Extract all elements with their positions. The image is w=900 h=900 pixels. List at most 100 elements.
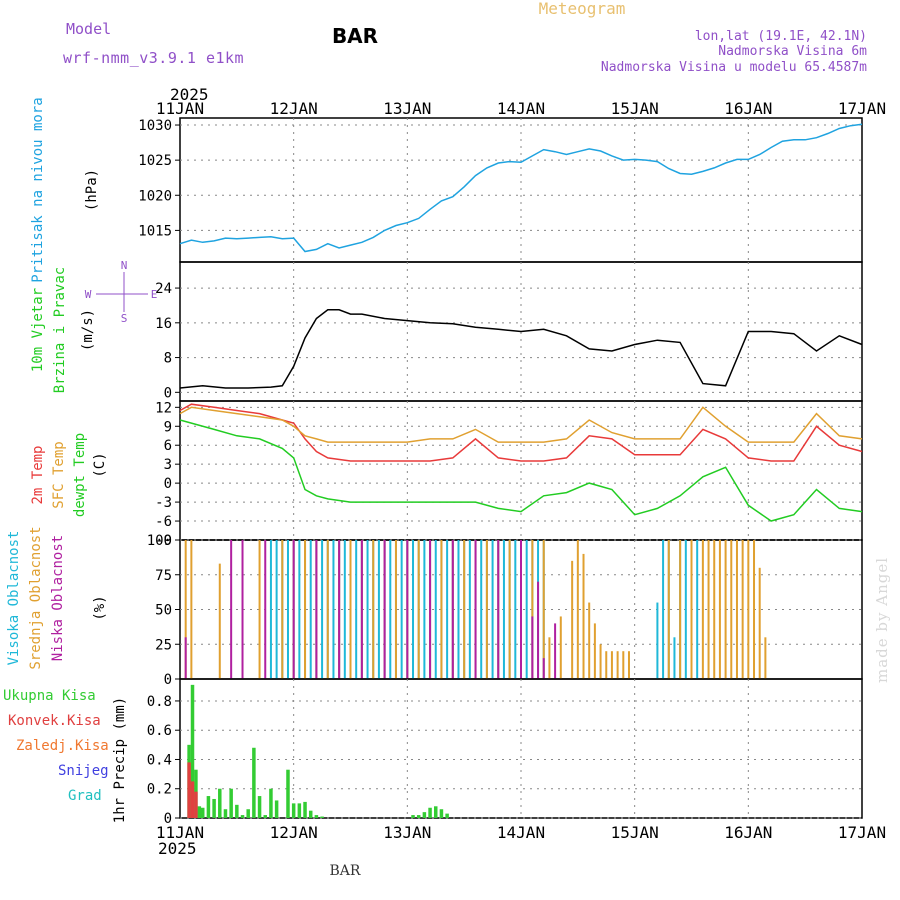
bar-cloud-0 [480, 540, 483, 679]
bar-cloud-1 [605, 651, 608, 679]
x-tick-label-bottom: 16JAN [724, 823, 772, 842]
bar-cloud-1 [184, 540, 187, 679]
bar-precip-0 [286, 769, 290, 818]
precip-legend-entry: Ukupna Kisa [3, 688, 96, 704]
bar-cloud-0 [389, 540, 392, 679]
bar-cloud-0 [412, 540, 415, 679]
x-tick-label-top: 13JAN [383, 99, 431, 118]
bar-cloud-0 [502, 540, 505, 679]
footer-station: BAR [330, 863, 361, 879]
bar-precip-0 [235, 804, 239, 818]
bar-cloud-0 [309, 540, 312, 679]
dir-legend-s: S [121, 312, 128, 325]
bar-cloud-2 [360, 540, 363, 679]
bar-cloud-1 [599, 644, 602, 679]
bar-cloud-0 [662, 540, 665, 679]
bar-precip-0 [422, 812, 427, 818]
bar-cloud-2 [520, 540, 522, 679]
bar-precip-0 [257, 796, 262, 818]
x-tick-label-bottom: 11JAN [156, 823, 204, 842]
bar-cloud-1 [417, 540, 420, 679]
y-tick-label: 16 [155, 316, 172, 332]
bar-cloud-0 [514, 540, 517, 679]
bar-cloud-0 [696, 540, 699, 679]
pressure-axis-unit: (hPa) [84, 169, 100, 211]
bar-precip-0 [416, 815, 421, 818]
bar-cloud-1 [485, 540, 488, 679]
x-tick-label-top: 14JAN [497, 99, 545, 118]
bar-cloud-0 [423, 540, 426, 679]
bar-cloud-2 [230, 540, 233, 679]
dir-legend-w: W [85, 288, 92, 301]
bar-cloud-1 [718, 540, 721, 679]
x-tick-label-bottom: 13JAN [383, 823, 431, 842]
cloud-axis-title-mid: Srednja Oblacnost [28, 526, 44, 669]
x-tick-label-top: 17JAN [838, 99, 886, 118]
bar-cloud-1 [616, 651, 619, 679]
y-tick-label: 25 [155, 637, 172, 653]
model-name: wrf-nmm_v3.9.1 e1km [63, 49, 244, 67]
bar-cloud-1 [707, 540, 710, 679]
bar-cloud-2 [406, 540, 409, 679]
bar-precip-0 [190, 684, 195, 818]
bar-cloud-2 [292, 540, 295, 679]
bar-cloud-1 [588, 602, 591, 679]
bar-cloud-0 [343, 540, 346, 679]
precip-legend-entry: Grad [68, 788, 102, 804]
bar-cloud-0 [298, 540, 301, 679]
bar-cloud-2 [315, 540, 318, 679]
bar-cloud-2 [531, 616, 534, 679]
cloud-axis-title-low: Niska Oblacnost [50, 535, 66, 661]
bar-cloud-0 [366, 540, 369, 679]
bar-cloud-2 [338, 540, 341, 679]
precip-legend-entry: Snijeg [58, 763, 109, 779]
bar-cloud-1 [372, 540, 375, 679]
y-tick-label: 8 [164, 351, 172, 367]
precip-axis-unit: 1hr Precip (mm) [112, 697, 128, 823]
bar-cloud-0 [525, 540, 528, 679]
y-tick-label: 1015 [138, 223, 172, 239]
x-tick-label-top: 15JAN [611, 99, 659, 118]
panels-group: 11JAN 11JAN 12JAN 12JAN 13JAN 13JAN 14JAN 14JAN… [3, 97, 886, 842]
series-line-wind-0 [179, 309, 863, 389]
bar-cloud-0 [656, 602, 659, 679]
y-tick-label: -9 [155, 533, 172, 549]
wind-axis-subtitle: Brzina i Pravac [52, 267, 68, 393]
bar-cloud-1 [627, 651, 630, 679]
bar-precip-0 [411, 815, 415, 818]
chart-title: Meteogram [539, 0, 626, 18]
bar-precip-0 [218, 788, 222, 818]
bar-cloud-0 [286, 540, 289, 679]
x-tick-label-top: 11JAN [156, 99, 204, 118]
bar-cloud-2 [184, 637, 187, 679]
station-title: BAR [332, 24, 378, 48]
panel-cloud: 0 25 50 75 100 [147, 533, 863, 688]
y-tick-label: 0 [164, 672, 172, 688]
y-tick-label: 1030 [138, 118, 172, 134]
precip-legend-entry: Zaledj.Kisa [16, 738, 109, 754]
bar-cloud-1 [190, 540, 193, 679]
bar-cloud-0 [468, 540, 471, 679]
temp-axis-title-2m: 2m Temp [30, 445, 46, 504]
x-tick-label-top: 12JAN [270, 99, 318, 118]
year-bottom: 2025 [158, 839, 197, 858]
y-tick-label: 9 [164, 419, 172, 435]
cloud-axis-unit: (%) [92, 595, 108, 620]
precip-legend-entry: Konvek.Kisa [8, 713, 101, 729]
bar-precip-0 [439, 809, 444, 818]
bar-precip-0 [246, 809, 250, 818]
bar-cloud-0 [269, 540, 272, 679]
y-tick-label: 50 [155, 603, 172, 619]
bar-cloud-0 [400, 540, 403, 679]
bar-cloud-1 [440, 540, 443, 679]
bar-cloud-2 [264, 540, 267, 679]
bar-cloud-1 [394, 540, 397, 679]
bar-precip-0 [428, 807, 432, 818]
bar-precip-0 [274, 800, 279, 818]
bar-cloud-1 [730, 540, 733, 679]
bar-cloud-0 [332, 540, 335, 679]
temp-axis-title-sfc: SFC Temp [51, 441, 67, 508]
x-tick-label-bottom: 17JAN [838, 823, 886, 842]
bar-precip-0 [240, 815, 245, 818]
